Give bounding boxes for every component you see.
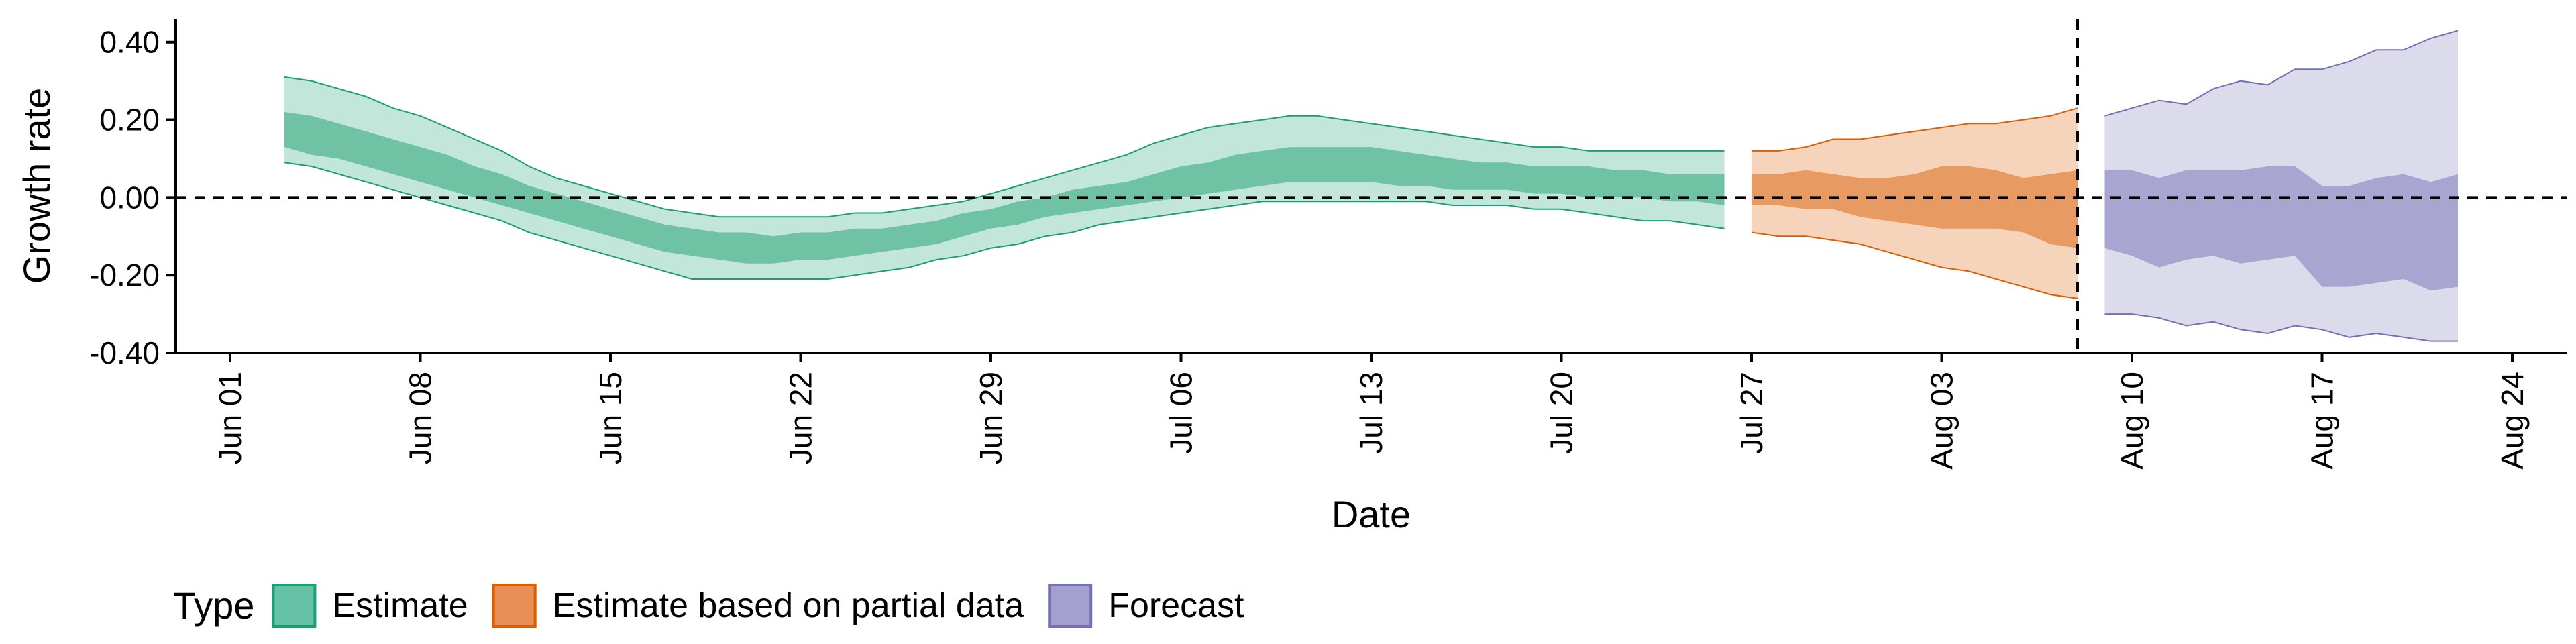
x-tick-label: Aug 03: [1925, 372, 1960, 470]
band-upper-line-estimate: [284, 76, 1725, 218]
x-tick-label: Jun 15: [593, 372, 628, 464]
y-tick-label: -0.20: [89, 258, 160, 292]
x-tick-label: Jul 13: [1354, 372, 1389, 454]
band-lower-line-estimate: [284, 162, 1725, 280]
x-tick-label: Jul 20: [1544, 372, 1579, 454]
x-tick-label: Aug 24: [2495, 372, 2530, 470]
legend-title: Type: [173, 584, 254, 627]
x-tick-label: Aug 17: [2305, 372, 2340, 470]
axes: 0.40 0.20 0.00 -0.20 -0.40 Jun 01 Jun 08 Jun 15…: [15, 19, 2567, 535]
reference-lines: [176, 19, 2567, 353]
x-tick-label: Aug 10: [2114, 372, 2149, 470]
legend: Type Estimate Estimate based on partial da…: [173, 584, 1244, 628]
y-tick-label: -0.40: [89, 335, 160, 370]
x-tick-label: Jun 08: [403, 372, 438, 464]
band-upper-line-estimate-based-on-partial-data: [1752, 107, 2078, 152]
x-tick-label: Jul 06: [1164, 372, 1199, 454]
legend-swatch-forecast: [1048, 584, 1093, 628]
y-tick-label: 0.40: [99, 25, 160, 60]
band-50-estimate: [284, 112, 1725, 264]
legend-label-forecast: Forecast: [1108, 586, 1244, 625]
legend-label-estimate-based-on-partial-data: Estimate based on partial data: [553, 586, 1024, 625]
band-lower-line-forecast: [2104, 313, 2458, 342]
y-axis-title: Growth rate: [15, 88, 58, 284]
legend-swatch-estimate: [272, 584, 317, 628]
x-tick-label: Jun 29: [973, 372, 1008, 464]
uncertainty-bands: [284, 30, 2459, 342]
band-lower-line-estimate-based-on-partial-data: [1751, 231, 2078, 299]
x-tick-label: Jul 27: [1734, 372, 1769, 454]
band-upper-line-forecast: [2104, 30, 2459, 117]
y-tick-label: 0.20: [99, 103, 160, 138]
x-axis-title: Date: [1332, 493, 1411, 535]
band-50-estimate-based-on-partial-data: [1752, 166, 2078, 248]
x-tick-label: Jun 01: [213, 372, 248, 464]
legend-label-estimate: Estimate: [332, 586, 468, 625]
legend-swatch-estimate-based-on-partial-data: [492, 584, 537, 628]
y-tick-label: 0.00: [99, 180, 160, 215]
x-tick-label: Jun 22: [784, 372, 818, 464]
